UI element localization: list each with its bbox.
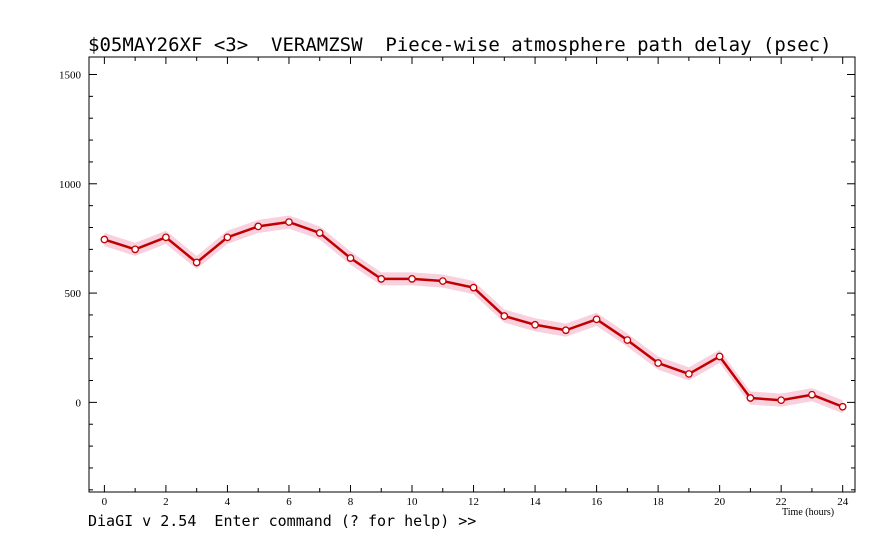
chart-title: $05MAY26XF <3> VERAMZSW Piece-wise atmos… xyxy=(88,34,832,56)
data-point xyxy=(838,402,847,411)
data-point xyxy=(623,336,632,344)
x-axis-label: Time (hours) xyxy=(782,507,834,518)
x-tick-label: 20 xyxy=(714,496,726,508)
data-point xyxy=(561,326,570,335)
data-point xyxy=(162,233,170,242)
x-tick-label: 6 xyxy=(286,496,292,508)
data-point xyxy=(192,258,201,267)
x-tick-label: 22 xyxy=(776,496,787,508)
data-point xyxy=(777,396,786,405)
data-point xyxy=(469,283,478,292)
command-prompt[interactable]: DiaGI v 2.54 Enter command (? for help) … xyxy=(88,512,476,530)
x-tick-label: 0 xyxy=(102,496,108,508)
data-point xyxy=(500,312,509,320)
data-point xyxy=(531,320,539,329)
x-tick-label: 16 xyxy=(591,496,603,508)
data-point xyxy=(346,254,355,262)
x-tick-label: 12 xyxy=(468,496,479,508)
data-point xyxy=(377,275,386,283)
data-point xyxy=(408,275,416,283)
x-tick-label: 2 xyxy=(163,496,169,508)
data-point xyxy=(808,390,816,399)
y-tick-label: 500 xyxy=(65,288,82,300)
error-band xyxy=(104,215,843,414)
data-point xyxy=(131,245,139,254)
data-point xyxy=(285,218,293,226)
data-point xyxy=(685,370,693,378)
x-tick-label: 8 xyxy=(348,496,354,508)
y-tick-label: 1000 xyxy=(59,179,82,191)
data-point xyxy=(315,229,324,237)
x-tick-label: 14 xyxy=(530,496,542,508)
plot-frame xyxy=(88,56,856,493)
data-point xyxy=(100,235,109,244)
y-tick-label: 1500 xyxy=(59,69,82,81)
x-tick-label: 18 xyxy=(653,496,665,508)
data-point xyxy=(223,233,232,242)
error-band-area xyxy=(104,215,843,414)
x-tick-label: 4 xyxy=(225,496,231,508)
data-points xyxy=(100,218,847,411)
data-point xyxy=(654,359,662,367)
data-point xyxy=(746,394,755,402)
x-tick-label: 10 xyxy=(407,496,419,508)
data-point xyxy=(592,315,601,324)
y-tick-label: 0 xyxy=(76,397,82,409)
data-point xyxy=(438,277,447,285)
x-tick-label: 24 xyxy=(837,496,849,508)
data-point xyxy=(715,352,724,361)
data-point xyxy=(254,222,263,231)
